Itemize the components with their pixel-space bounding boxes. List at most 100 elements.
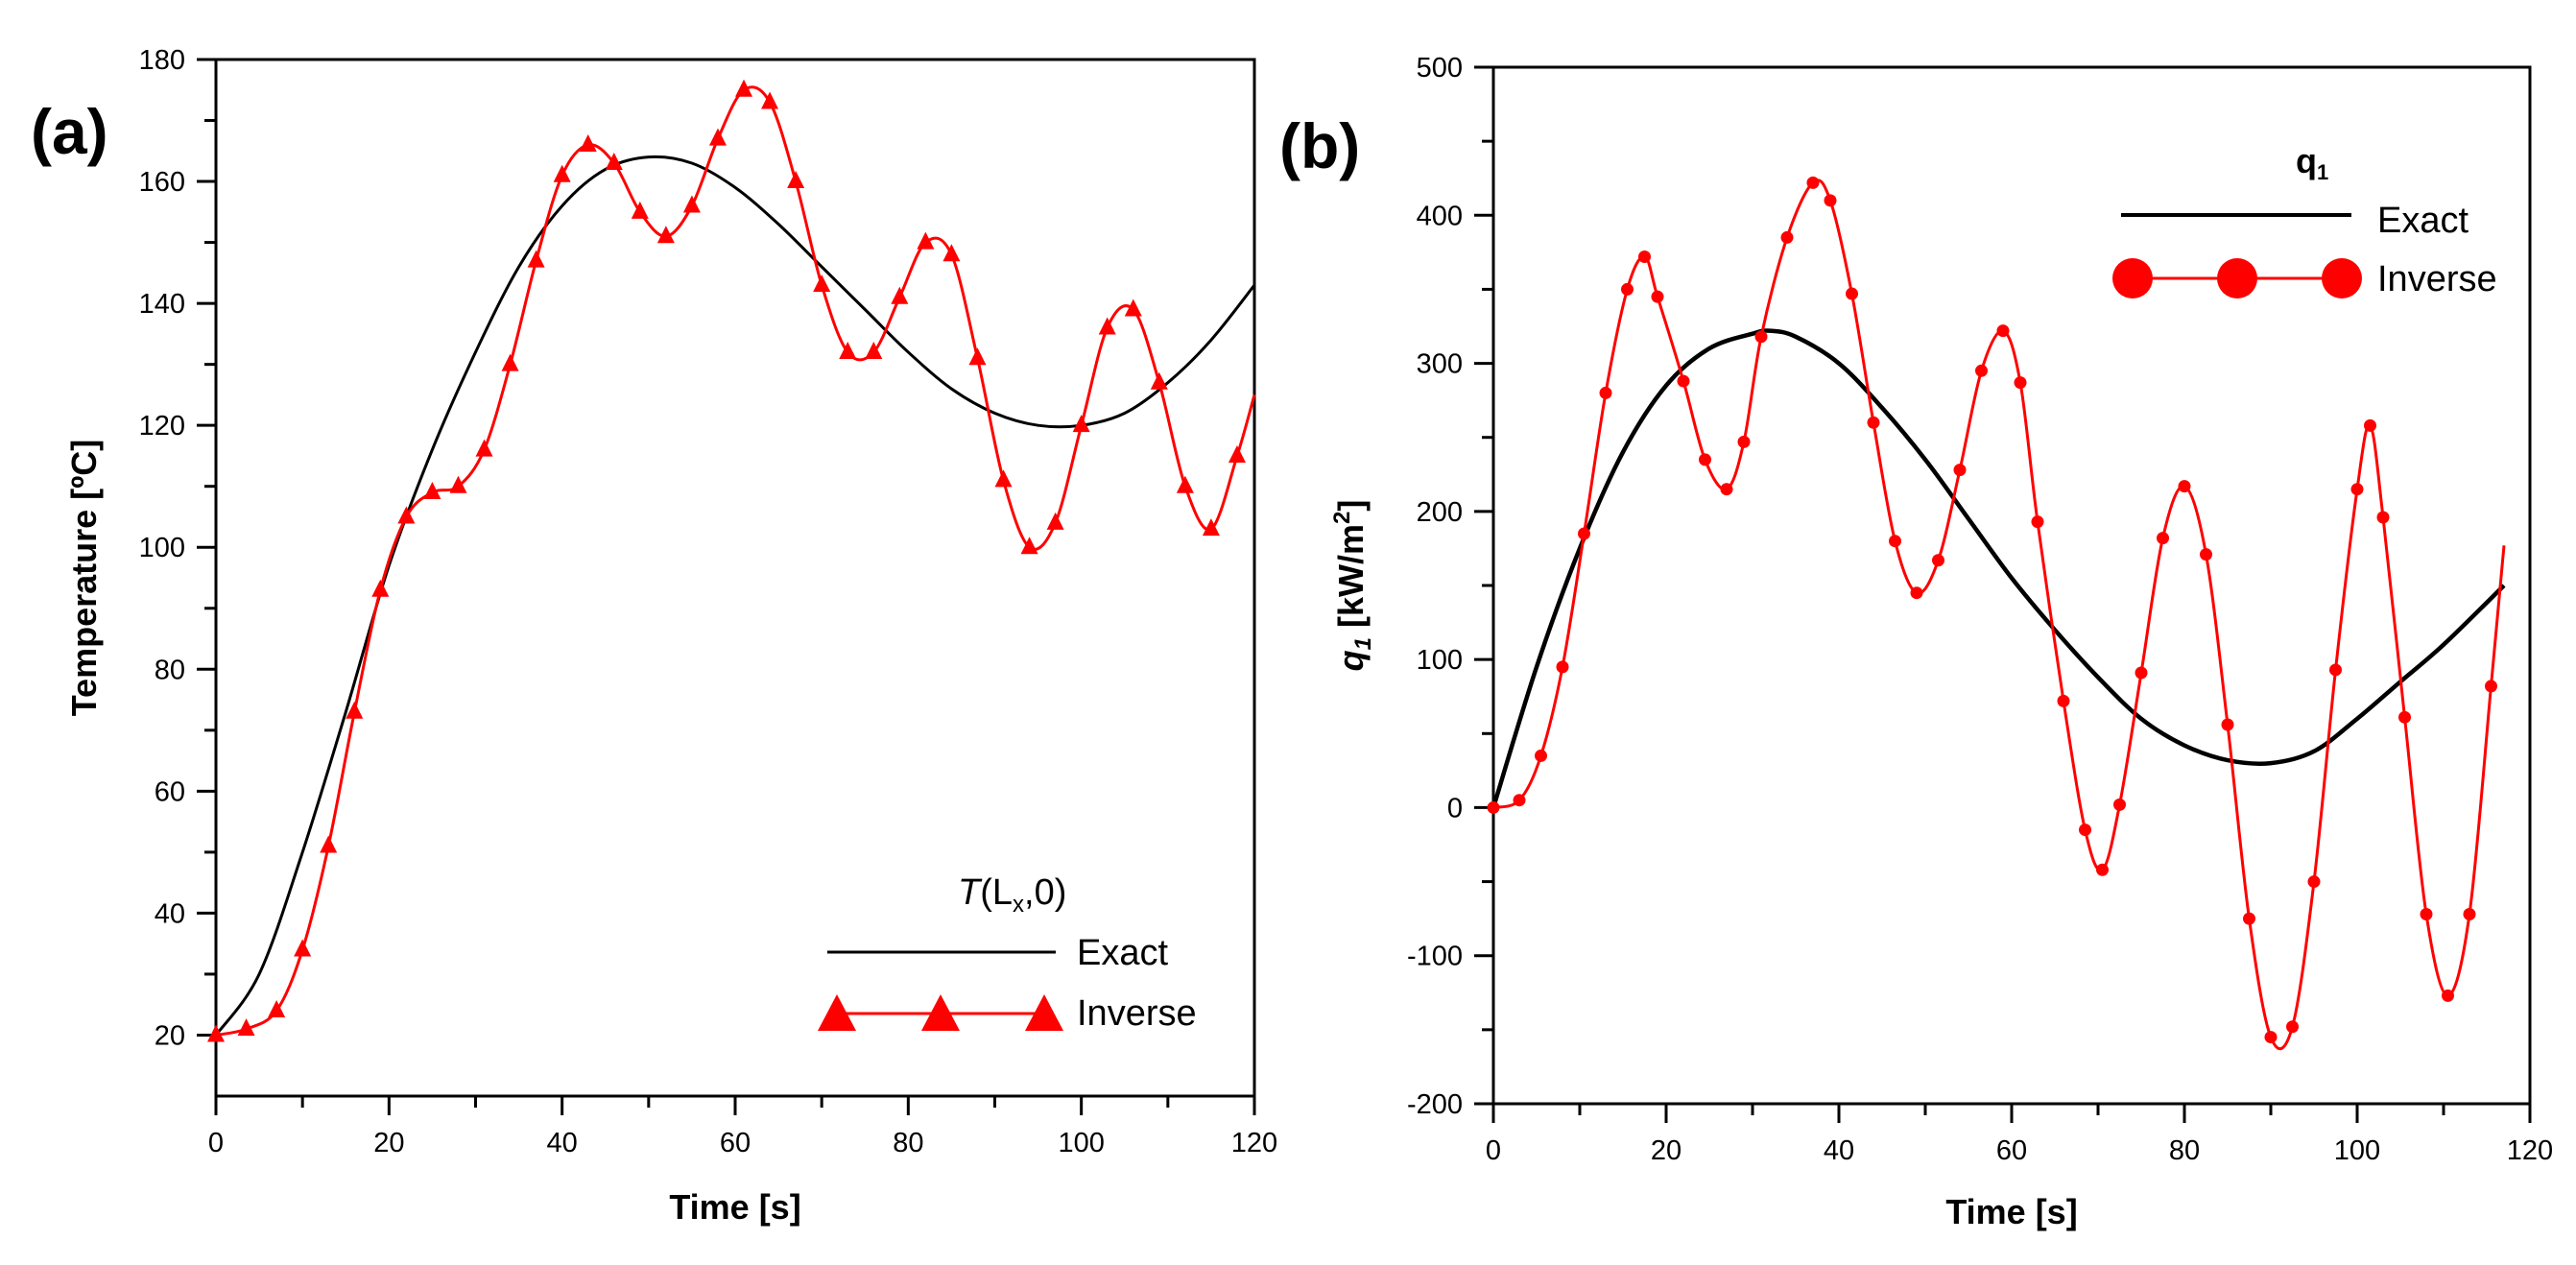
- panel-a-legend-title: T(Lx,0): [958, 872, 1066, 918]
- panel-b-series: [1487, 176, 2506, 1051]
- inverse-data-point: [839, 341, 857, 359]
- inverse-data-point: [268, 1000, 286, 1018]
- y-tick-label: 0: [1447, 793, 1463, 823]
- inverse-data-point: [813, 274, 831, 293]
- panel-a-temperature-chart: (a) 0 20 40 60 80 100 120 20 40 60 80 100 120 140 160 1…: [31, 45, 1277, 1227]
- inverse-data-point: [1176, 475, 1194, 493]
- y-tick-label: 20: [155, 1020, 185, 1051]
- x-tick-label: 40: [547, 1128, 578, 1158]
- inverse-data-point: [735, 79, 753, 97]
- y-tick-label: 200: [1417, 497, 1463, 528]
- panel-b-legend-circle-marker: [2112, 258, 2153, 298]
- inverse-data-point: [1737, 435, 1751, 448]
- y-tick-label: 180: [139, 45, 185, 76]
- inverse-data-point: [2398, 710, 2411, 724]
- y-tick-label: 300: [1417, 349, 1463, 380]
- y-title-sub: 1: [1350, 637, 1376, 650]
- x-tick-label: 20: [1651, 1135, 1682, 1166]
- panel-a-legend-inverse-label: Inverse: [1077, 993, 1197, 1034]
- y-title-q: q: [1331, 650, 1371, 671]
- x-tick-label: 100: [1058, 1128, 1104, 1158]
- inverse-data-point: [1487, 800, 1500, 814]
- inverse-data-point: [1910, 586, 1923, 600]
- x-tick-label: 60: [1996, 1135, 2027, 1166]
- inverse-data-point: [2135, 666, 2148, 680]
- inverse-data-point: [917, 231, 935, 250]
- x-tick-label: 80: [2169, 1135, 2200, 1166]
- inverse-data-point: [2376, 511, 2390, 524]
- inverse-data-point: [2057, 694, 2070, 707]
- inverse-data-point: [423, 482, 441, 500]
- inverse-data-point: [891, 286, 909, 304]
- inverse-data-point: [2178, 480, 2191, 493]
- panel-b-legend-circle-marker: [2322, 258, 2362, 298]
- inverse-data-point: [2221, 718, 2234, 731]
- inverse-data-point: [207, 1024, 225, 1042]
- inverse-data-point: [2485, 680, 2497, 693]
- inverse-data-point: [1046, 512, 1064, 530]
- inverse-data-point: [2463, 908, 2476, 921]
- inverse-data-point: [475, 439, 493, 457]
- x-tick-label: 0: [1486, 1135, 1501, 1166]
- inverse-data-point: [1638, 250, 1651, 263]
- inverse-data-point: [1651, 290, 1664, 303]
- panel-a-legend-triangle-marker: [818, 994, 856, 1031]
- y-tick-label: 40: [155, 898, 185, 929]
- y-tick-label: 120: [139, 411, 185, 442]
- inverse-data-point: [2350, 483, 2364, 496]
- exact-series-line: [1491, 328, 2506, 809]
- inverse-data-point: [1513, 794, 1526, 807]
- inverse-data-point: [865, 341, 883, 359]
- panel-b-legend-title: q1: [2296, 141, 2328, 184]
- inverse-data-point: [553, 164, 571, 182]
- panel-b-legend-exact-label: Exact: [2377, 201, 2469, 241]
- inverse-data-point: [320, 835, 338, 853]
- inverse-data-point: [371, 579, 390, 597]
- y-title-mid: [kW/m: [1331, 524, 1371, 637]
- inverse-data-point: [1780, 230, 1794, 244]
- legend-title-italic: T: [958, 872, 983, 913]
- inverse-data-point: [1754, 330, 1768, 344]
- y-title-sup: 2: [1329, 512, 1355, 524]
- inverse-data-point: [2200, 548, 2212, 561]
- inverse-data-point: [2096, 863, 2109, 876]
- inverse-data-point: [2286, 1020, 2299, 1034]
- legend-title-sub: x: [1013, 892, 1024, 918]
- inverse-data-point: [1621, 282, 1634, 296]
- inverse-data-point: [2420, 908, 2433, 921]
- inverse-data-point: [1599, 386, 1612, 399]
- inverse-data-point: [1556, 660, 1569, 674]
- inverse-data-point: [1996, 324, 2010, 338]
- inverse-data-point: [1202, 518, 1220, 537]
- inverse-data-point: [1098, 317, 1116, 335]
- inverse-data-point: [1806, 176, 1820, 189]
- legend-b-title-sub: 1: [2317, 160, 2328, 184]
- inverse-data-point: [1720, 483, 1733, 496]
- inverse-data-point: [2113, 798, 2126, 811]
- x-tick-label: 120: [1231, 1128, 1277, 1158]
- inverse-data-point: [1699, 453, 1711, 466]
- inverse-data-point: [1953, 464, 1967, 477]
- panel-a-legend-exact-label: Exact: [1077, 933, 1168, 973]
- inverse-data-point: [2243, 912, 2255, 925]
- inverse-series-line: [1492, 179, 2506, 1051]
- y-tick-label: -200: [1407, 1089, 1463, 1120]
- inverse-data-point: [968, 347, 987, 366]
- y-tick-label: 160: [139, 167, 185, 198]
- x-tick-label: 0: [208, 1128, 224, 1158]
- inverse-data-point: [1889, 535, 1901, 548]
- inverse-data-point: [2014, 376, 2027, 390]
- x-tick-label: 20: [373, 1128, 404, 1158]
- inverse-data-point: [579, 133, 597, 152]
- inverse-data-point: [449, 475, 467, 493]
- panel-a-y-axis-title: Temperature [ºC]: [64, 440, 104, 717]
- inverse-data-point: [1677, 374, 1690, 388]
- inverse-data-point: [1932, 554, 1944, 567]
- y-tick-label: 400: [1417, 201, 1463, 231]
- inverse-data-point: [2329, 663, 2342, 677]
- inverse-data-point: [2031, 515, 2044, 529]
- x-tick-label: 60: [720, 1128, 751, 1158]
- panel-b-label: (b): [1279, 110, 1360, 181]
- panel-a-x-axis-title: Time [s]: [669, 1187, 800, 1227]
- inverse-data-point: [1228, 444, 1246, 463]
